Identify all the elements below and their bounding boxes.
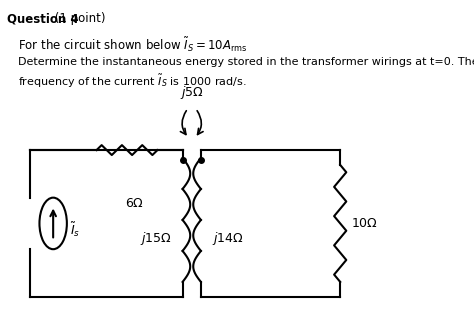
Text: $6\Omega$: $6\Omega$ [125,197,144,210]
Text: Question 4: Question 4 [7,12,78,25]
Ellipse shape [39,198,67,249]
Text: Determine the instantaneous energy stored in the transformer wirings at t=0. The: Determine the instantaneous energy store… [18,57,474,67]
Text: $j15\Omega$: $j15\Omega$ [140,230,172,247]
Text: $\tilde{I}_s$: $\tilde{I}_s$ [70,220,80,239]
Text: $j14\Omega$: $j14\Omega$ [211,230,244,247]
Text: (1 point): (1 point) [51,12,105,25]
Text: frequency of the current $\tilde{I}_S$ is 1000 rad/s.: frequency of the current $\tilde{I}_S$ i… [18,73,246,90]
Text: $10\Omega$: $10\Omega$ [351,217,378,230]
Text: For the circuit shown below $\tilde{I}_S = 10A_{\mathrm{rms}}$: For the circuit shown below $\tilde{I}_S… [18,35,247,54]
Text: $j5\Omega$: $j5\Omega$ [180,83,204,100]
